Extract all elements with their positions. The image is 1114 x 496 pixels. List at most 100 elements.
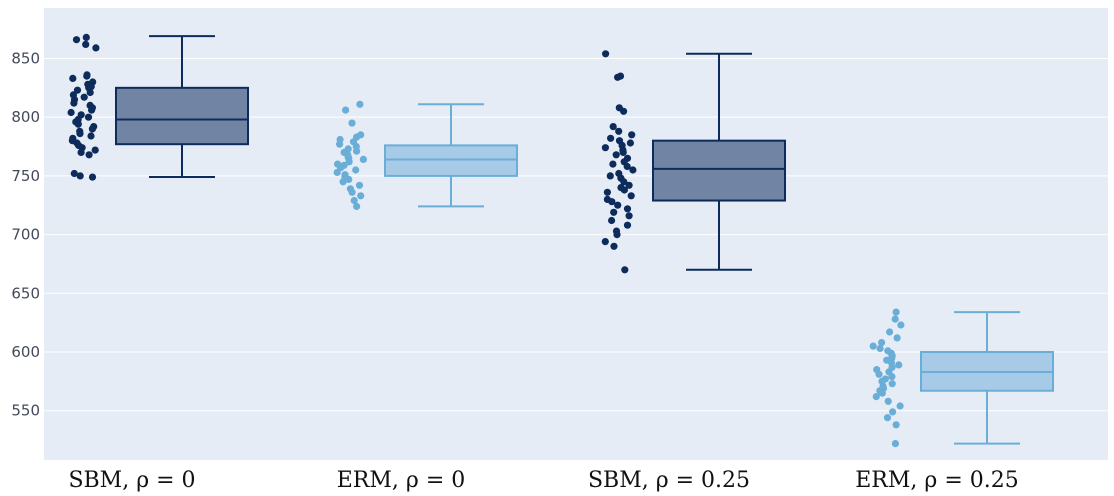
data-point [602,50,610,58]
data-point [84,113,93,121]
plot-background [44,8,1108,460]
data-point [70,99,78,107]
data-point [86,88,94,97]
data-point [348,188,356,196]
data-point [629,166,637,174]
data-point [614,73,622,81]
box-series [67,33,1054,448]
data-point [336,140,344,148]
data-point [339,178,347,186]
data-point [895,361,903,369]
data-point [623,221,632,229]
data-point [608,216,616,225]
data-point [82,33,90,42]
box-group-3 [601,50,786,274]
x-tick-label-1: SBM, ρ = 0 [68,468,195,493]
data-point [88,173,97,181]
data-point [626,139,635,147]
data-point [892,308,900,316]
x-tick-label-2: ERM, ρ = 0 [337,468,466,493]
data-point [601,144,610,152]
data-point [87,132,95,140]
data-point [69,74,77,82]
data-point [76,172,84,180]
data-point [609,123,617,131]
data-point [897,321,905,329]
y-tick-label-700: 700 [11,226,40,244]
data-point [608,198,616,206]
data-point [77,148,85,156]
data-point [74,120,82,128]
data-point [625,212,633,220]
data-point [610,208,618,216]
data-point [889,408,897,416]
box-iqr [652,139,786,202]
data-point [355,181,364,189]
x-tick-label-3: SBM, ρ = 0.25 [588,468,750,493]
y-axis-tick-labels: 550 600 650 700 750 800 850 [11,49,40,419]
data-point [875,370,883,378]
data-point [623,162,631,171]
data-point [872,393,880,401]
data-point [91,146,99,154]
data-point [620,107,628,115]
data-point [869,342,877,350]
data-point [352,166,360,174]
data-point [884,397,892,405]
x-tick-label-4: ERM, ρ = 0.25 [855,468,1018,493]
data-point [876,344,884,353]
data-point [610,242,618,250]
data-point [614,201,622,209]
data-point [88,106,96,114]
data-point [627,192,635,200]
data-point [892,421,900,429]
data-point [613,231,621,239]
data-point [82,40,90,49]
data-point [609,160,617,168]
data-point [342,106,350,114]
data-point [345,175,353,183]
data-point [601,238,609,246]
y-tick-label-850: 850 [11,49,40,67]
y-tick-label-800: 800 [11,108,40,126]
data-point [896,402,904,410]
data-point [888,373,896,381]
data-point [348,119,356,127]
data-point [607,134,615,142]
data-point [891,440,900,448]
data-point [620,178,628,186]
data-point [359,155,367,163]
data-point [603,188,612,196]
data-point [92,44,100,52]
y-tick-label-550: 550 [11,402,40,420]
data-point [73,86,82,94]
data-point [353,202,361,210]
data-point [345,158,353,166]
data-point [878,339,886,347]
data-point [612,151,620,159]
data-point [621,266,629,274]
data-point [886,328,894,336]
data-point [628,131,636,139]
y-tick-label-750: 750 [11,167,40,185]
data-point [83,72,91,80]
data-point [619,148,627,156]
data-point [85,151,93,159]
data-point [625,181,633,189]
data-point [615,127,623,135]
data-point [353,147,361,155]
box-group-1 [67,33,249,181]
box-iqr [115,86,249,146]
y-tick-label-600: 600 [11,343,40,361]
data-point [893,334,901,342]
box-group-4 [869,308,1054,448]
data-point [623,205,632,213]
data-point [620,186,629,194]
data-point [356,100,364,108]
box-group-2 [333,100,518,210]
data-point [888,380,896,388]
y-tick-label-650: 650 [11,284,40,302]
data-point [70,169,78,178]
box-iqr [384,144,518,177]
